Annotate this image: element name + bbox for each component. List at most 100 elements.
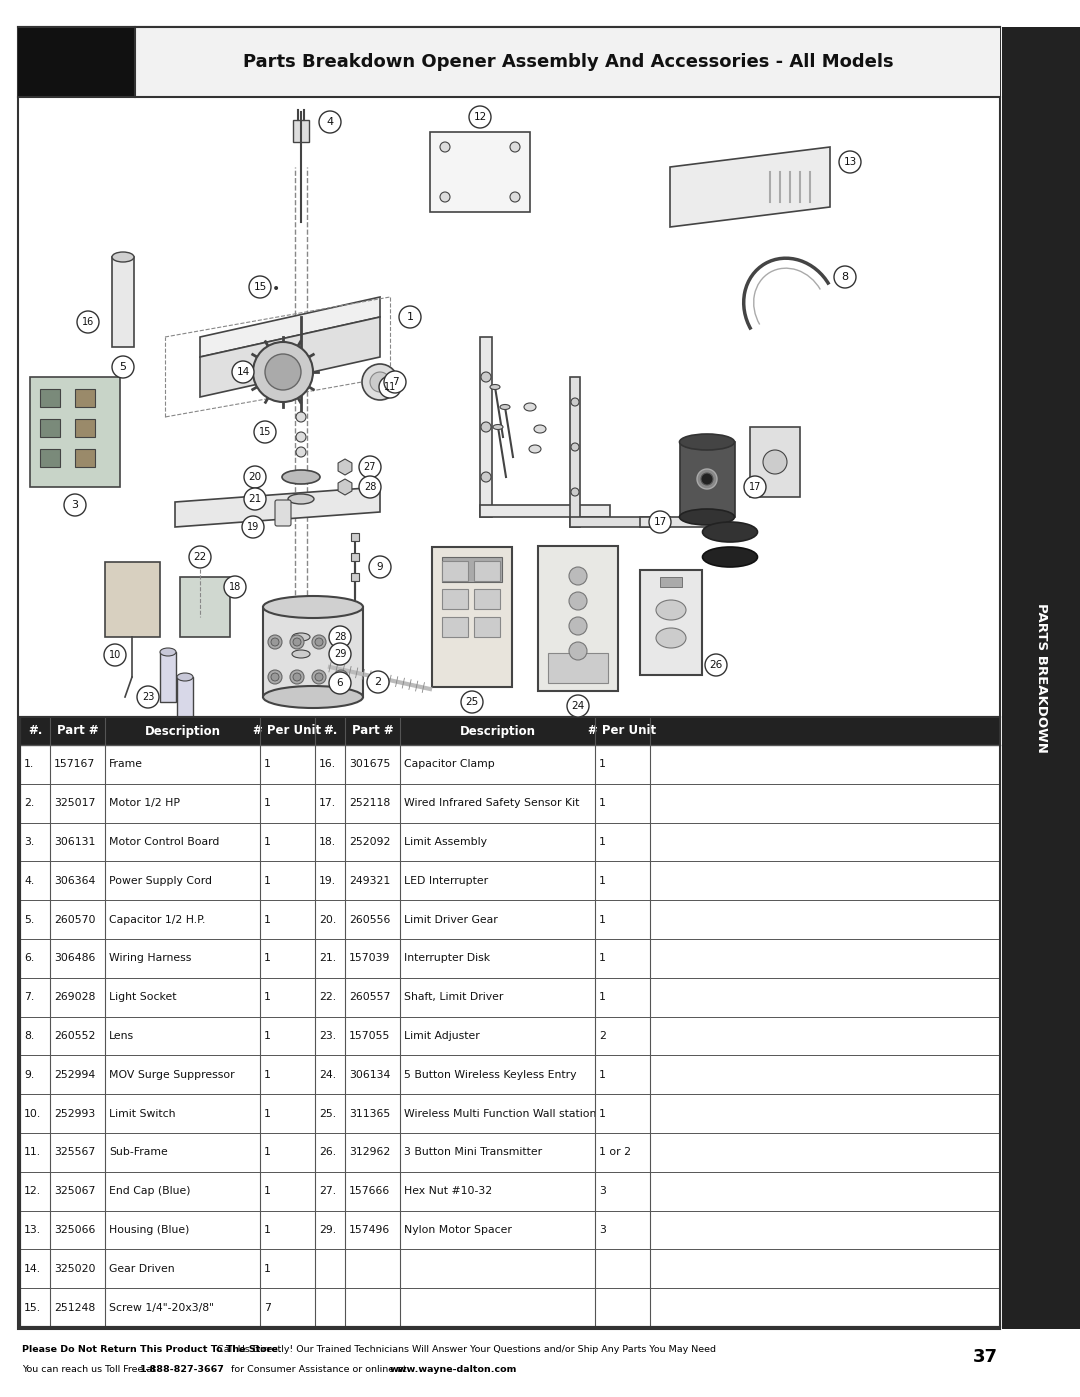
- Text: You can reach us Toll Free at: You can reach us Toll Free at: [22, 1365, 159, 1373]
- Text: 12: 12: [473, 112, 487, 122]
- Text: 1: 1: [264, 1109, 271, 1119]
- Text: 1: 1: [264, 915, 271, 925]
- Ellipse shape: [112, 251, 134, 263]
- Text: 1: 1: [264, 837, 271, 847]
- Bar: [480, 504, 610, 517]
- Circle shape: [64, 495, 86, 515]
- Ellipse shape: [160, 648, 176, 657]
- Bar: [21, 900, 1000, 939]
- Text: 29.: 29.: [319, 1225, 336, 1235]
- Text: Limit Adjuster: Limit Adjuster: [404, 1031, 480, 1041]
- Text: 7: 7: [392, 377, 399, 387]
- Text: 252994: 252994: [54, 1070, 95, 1080]
- Ellipse shape: [679, 434, 734, 450]
- Bar: [21, 1055, 1000, 1094]
- Text: 23.: 23.: [319, 1031, 336, 1041]
- Text: 17: 17: [748, 482, 761, 492]
- Bar: [21, 1094, 1000, 1133]
- Text: 1: 1: [264, 1264, 271, 1274]
- Bar: [21, 784, 1000, 823]
- Text: 1: 1: [599, 876, 606, 886]
- Text: 325017: 325017: [54, 798, 95, 809]
- Bar: [21, 1288, 1000, 1327]
- Text: 14.: 14.: [24, 1264, 41, 1274]
- Circle shape: [510, 142, 519, 152]
- Ellipse shape: [524, 402, 536, 411]
- Circle shape: [249, 277, 271, 298]
- Text: 1: 1: [264, 992, 271, 1002]
- Text: 1: 1: [264, 876, 271, 886]
- Text: 260557: 260557: [349, 992, 390, 1002]
- Text: 252092: 252092: [349, 837, 390, 847]
- Text: 8: 8: [841, 272, 849, 282]
- Bar: [293, 120, 309, 142]
- Bar: [351, 534, 359, 541]
- Text: 28: 28: [364, 482, 376, 492]
- Text: •: •: [272, 282, 280, 296]
- Text: 23: 23: [141, 692, 154, 703]
- Text: Light Socket: Light Socket: [109, 992, 176, 1002]
- Circle shape: [834, 265, 856, 288]
- Text: 306134: 306134: [349, 1070, 390, 1080]
- Bar: [112, 257, 134, 346]
- Circle shape: [244, 467, 266, 488]
- Text: 1 or 2: 1 or 2: [599, 1147, 631, 1157]
- Circle shape: [384, 372, 406, 393]
- Text: Motor Control Board: Motor Control Board: [109, 837, 219, 847]
- Text: 157167: 157167: [54, 760, 95, 770]
- Text: 3 Button Mini Transmitter: 3 Button Mini Transmitter: [404, 1147, 542, 1157]
- Text: 157666: 157666: [349, 1186, 390, 1196]
- Circle shape: [701, 474, 713, 485]
- Circle shape: [254, 420, 276, 443]
- Text: 1: 1: [599, 915, 606, 925]
- Text: Call Us Directly! Our Trained Technicians Will Answer Your Questions and/or Ship: Call Us Directly! Our Trained Technician…: [214, 1344, 716, 1354]
- Circle shape: [224, 576, 246, 598]
- Text: 28: 28: [334, 631, 347, 643]
- Text: 325066: 325066: [54, 1225, 95, 1235]
- Text: 1: 1: [264, 1186, 271, 1196]
- Text: Shaft, Limit Driver: Shaft, Limit Driver: [404, 992, 503, 1002]
- Circle shape: [510, 191, 519, 203]
- Circle shape: [481, 472, 491, 482]
- Bar: [351, 573, 359, 581]
- Text: 16: 16: [82, 317, 94, 327]
- Circle shape: [253, 342, 313, 402]
- Text: Lens: Lens: [109, 1031, 134, 1041]
- Text: 1: 1: [599, 760, 606, 770]
- Text: 37: 37: [972, 1348, 998, 1366]
- Text: 1: 1: [264, 1070, 271, 1080]
- Ellipse shape: [679, 509, 734, 525]
- Circle shape: [367, 671, 389, 693]
- Text: 26: 26: [710, 659, 723, 671]
- Text: 311365: 311365: [349, 1109, 390, 1119]
- Text: 15.: 15.: [24, 1302, 41, 1313]
- Text: Parts Breakdown Opener Assembly And Accessories - All Models: Parts Breakdown Opener Assembly And Acce…: [243, 53, 893, 71]
- Circle shape: [268, 671, 282, 685]
- Bar: [21, 1249, 1000, 1288]
- Text: 260552: 260552: [54, 1031, 95, 1041]
- Text: 10: 10: [109, 650, 121, 659]
- Bar: [40, 388, 60, 407]
- Circle shape: [312, 671, 326, 685]
- Bar: [18, 27, 136, 96]
- Text: 1: 1: [264, 760, 271, 770]
- Circle shape: [649, 511, 671, 534]
- Bar: [21, 717, 1000, 745]
- Text: 157496: 157496: [349, 1225, 390, 1235]
- Text: 1: 1: [264, 1147, 271, 1157]
- Text: 19: 19: [247, 522, 259, 532]
- Text: 16.: 16.: [319, 760, 336, 770]
- Bar: [430, 131, 530, 212]
- Circle shape: [265, 353, 301, 390]
- Ellipse shape: [702, 548, 757, 567]
- Text: Limit Switch: Limit Switch: [109, 1109, 175, 1119]
- Circle shape: [762, 450, 787, 474]
- Text: Motor 1/2 HP: Motor 1/2 HP: [109, 798, 180, 809]
- Circle shape: [571, 398, 579, 407]
- Text: 25.: 25.: [319, 1109, 336, 1119]
- Bar: [442, 617, 468, 637]
- Bar: [30, 377, 120, 488]
- Bar: [40, 448, 60, 467]
- Circle shape: [329, 672, 351, 694]
- Text: 20: 20: [248, 472, 261, 482]
